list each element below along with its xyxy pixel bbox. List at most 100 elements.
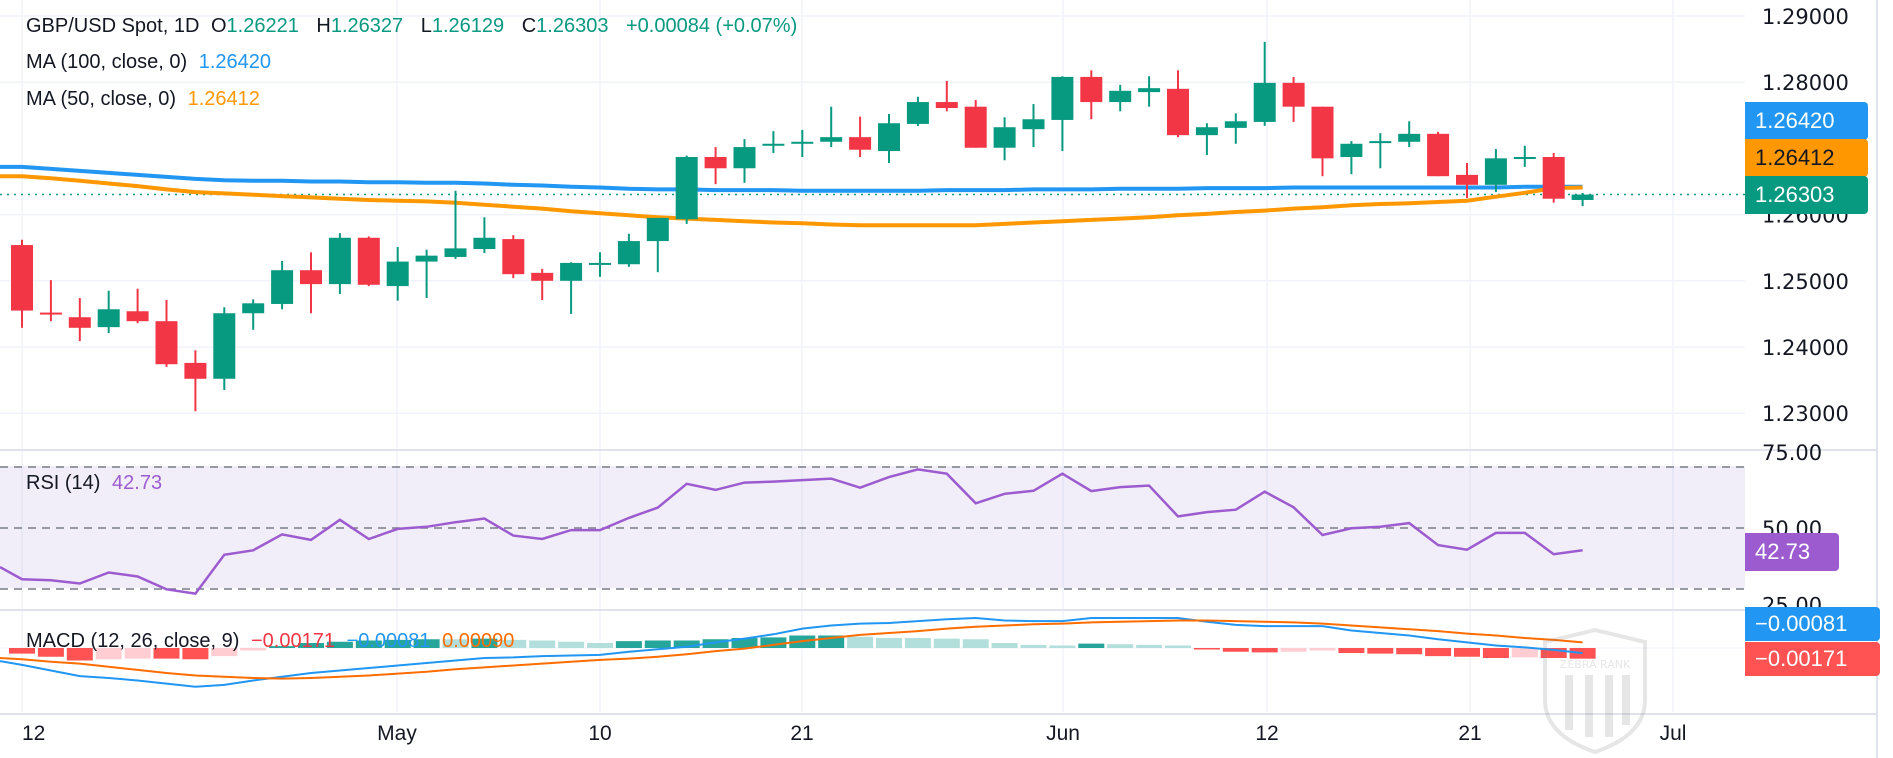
candle-body bbox=[1456, 174, 1478, 185]
ohlc-close: C1.26303 bbox=[522, 15, 615, 37]
macd-histogram-bar bbox=[298, 643, 324, 648]
macd-histogram-bar bbox=[587, 643, 613, 648]
open-label: O bbox=[210, 15, 227, 37]
candle-body bbox=[762, 143, 785, 146]
candle-body bbox=[97, 309, 120, 328]
ohlc-high: H1.26327 bbox=[316, 15, 409, 37]
candle-body bbox=[531, 272, 554, 281]
candle bbox=[1571, 192, 1594, 207]
macd-histogram-bar bbox=[1020, 644, 1047, 648]
candle-body bbox=[213, 313, 236, 379]
candle bbox=[39, 280, 62, 322]
candle-body bbox=[675, 157, 698, 220]
candle-body bbox=[242, 303, 265, 314]
candle-body bbox=[1369, 141, 1392, 144]
low-value: 1.26129 bbox=[431, 15, 505, 37]
last-price-badge: 1.26303 bbox=[1745, 176, 1868, 214]
candle-body bbox=[68, 317, 91, 328]
close-label: C bbox=[521, 15, 537, 37]
high-value: 1.26327 bbox=[330, 15, 404, 37]
macd-plot bbox=[0, 616, 1745, 688]
macd-histogram-bar bbox=[673, 640, 700, 648]
macd-histogram-bar bbox=[1309, 648, 1336, 651]
candle bbox=[1080, 70, 1103, 120]
ma100-price-badge: 1.26420 bbox=[1745, 102, 1868, 140]
candle bbox=[531, 268, 554, 300]
candle-body bbox=[39, 312, 62, 315]
candle bbox=[589, 252, 611, 277]
candle-body bbox=[1484, 158, 1507, 185]
candle-body bbox=[386, 261, 409, 287]
candle-body bbox=[502, 239, 525, 275]
rsi-band bbox=[0, 466, 1745, 588]
candle bbox=[11, 239, 33, 328]
candles bbox=[11, 41, 1594, 412]
candle bbox=[1138, 76, 1161, 107]
ma50-legend[interactable]: MA (50, close, 0) 1.26412 bbox=[26, 87, 266, 111]
candle bbox=[473, 217, 496, 253]
candle-body bbox=[1398, 133, 1421, 142]
macd-histogram-bar bbox=[1569, 648, 1596, 659]
candle bbox=[849, 116, 872, 158]
candle bbox=[271, 260, 294, 310]
macd-histogram-bar bbox=[1078, 643, 1105, 648]
macd-histogram-bar bbox=[211, 648, 238, 657]
macd-line bbox=[0, 616, 1583, 688]
candle bbox=[820, 106, 843, 148]
candle bbox=[328, 233, 351, 295]
candle bbox=[1195, 123, 1218, 156]
macd-histogram-bar bbox=[731, 638, 758, 648]
time-tick-label: Jul bbox=[1660, 722, 1687, 745]
candle-body bbox=[1311, 106, 1334, 159]
candle bbox=[1369, 133, 1392, 169]
high-label: H bbox=[316, 15, 331, 37]
macd-histogram-bar bbox=[95, 648, 122, 660]
candle bbox=[733, 139, 756, 183]
macd-histogram-bar bbox=[991, 643, 1018, 648]
candle bbox=[993, 117, 1016, 161]
candle bbox=[646, 217, 669, 273]
candle-body bbox=[1109, 90, 1132, 103]
signal-line bbox=[0, 619, 1583, 680]
candle-body bbox=[11, 245, 33, 311]
macd-histogram-bar bbox=[644, 640, 671, 648]
candle bbox=[1427, 131, 1450, 177]
price-tick-label: 1.23000 bbox=[1762, 402, 1849, 426]
ma100-label: MA (100, close, 0) bbox=[26, 51, 188, 73]
candle bbox=[675, 155, 698, 224]
macd-histogram-bar bbox=[1425, 648, 1452, 657]
macd-histogram-bar bbox=[1338, 648, 1365, 653]
candle-body bbox=[878, 123, 900, 152]
rsi-legend[interactable]: RSI (14) 42.73 bbox=[26, 471, 168, 495]
candle-body bbox=[646, 217, 669, 242]
macd-value-badge: −0.00081 bbox=[1745, 607, 1880, 641]
candle-body bbox=[415, 255, 438, 262]
time-tick-label: 12 bbox=[22, 722, 45, 745]
rsi-value: 42.73 bbox=[112, 472, 163, 494]
time-tick-label: 12 bbox=[1255, 722, 1278, 745]
change-value: +0.00084 (+0.07%) bbox=[626, 15, 798, 37]
macd-histogram-bar bbox=[962, 639, 989, 648]
candle-body bbox=[733, 147, 756, 169]
candle bbox=[1224, 113, 1247, 144]
time-tick-label: Jun bbox=[1046, 722, 1080, 745]
candle-body bbox=[1513, 157, 1536, 160]
price-tick-label: 1.25000 bbox=[1762, 270, 1849, 294]
macd-histogram-bar bbox=[1251, 648, 1278, 653]
macd-histogram-bar bbox=[355, 640, 382, 648]
open-value: 1.26221 bbox=[226, 15, 299, 37]
macd-histogram-bar bbox=[240, 648, 267, 651]
price-tick-label: 1.28000 bbox=[1762, 71, 1849, 95]
macd-histogram-bar bbox=[1367, 648, 1394, 654]
ohlc-open: O1.26221 bbox=[211, 15, 305, 37]
macd-histogram-bar bbox=[326, 641, 353, 648]
candle-body bbox=[906, 102, 929, 124]
macd-legend[interactable]: MACD (12, 26, close, 9) −0.00171 −0.0008… bbox=[26, 629, 520, 653]
macd-histogram-bar bbox=[37, 648, 64, 657]
macd-histogram-bar bbox=[384, 639, 411, 648]
candle-body bbox=[1340, 143, 1363, 158]
candle-body bbox=[357, 237, 380, 285]
ma100-legend[interactable]: MA (100, close, 0) 1.26420 bbox=[26, 50, 277, 74]
candle bbox=[1340, 141, 1363, 175]
